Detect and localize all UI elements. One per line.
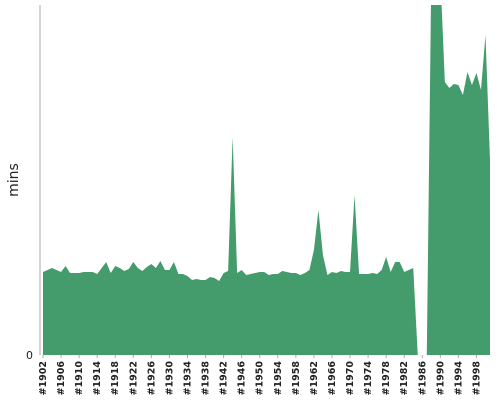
x-tick-label: #1942 [219,361,230,395]
x-tick-label: #1962 [309,361,320,395]
x-tick-label: #1970 [345,361,356,396]
x-tick-label: #1990 [435,361,446,396]
plot-area [43,5,490,355]
x-tick-label: #1982 [399,361,410,395]
x-tick-label: #1994 [453,361,464,396]
y-axis-label: mins [6,163,22,197]
x-tick-label: #1966 [327,361,338,396]
x-tick-label: #1974 [363,361,374,396]
x-tick-label: #1986 [417,361,428,396]
x-tick-label: #1934 [182,361,193,396]
x-tick-label: #1914 [92,361,103,396]
x-tick-label: #1918 [110,361,121,396]
x-tick-label: #1950 [255,361,266,396]
x-tick-label: #1910 [74,361,85,396]
area [43,5,490,355]
x-tick-label: #1946 [237,361,248,396]
x-tick-label: #1926 [146,361,157,396]
x-tick-label: #1902 [38,361,49,395]
x-tick-label: #1938 [201,361,212,396]
x-tick-label: #1954 [273,361,284,396]
x-tick-label: #1978 [381,361,392,396]
x-tick-label: #1906 [56,361,67,396]
x-tick-label: #1958 [291,361,302,396]
x-tick-label: #1922 [128,361,139,395]
x-tick-label: #1930 [164,361,175,396]
x-tick-label: #1998 [471,361,482,396]
y-tick-label: 0 [26,349,33,362]
